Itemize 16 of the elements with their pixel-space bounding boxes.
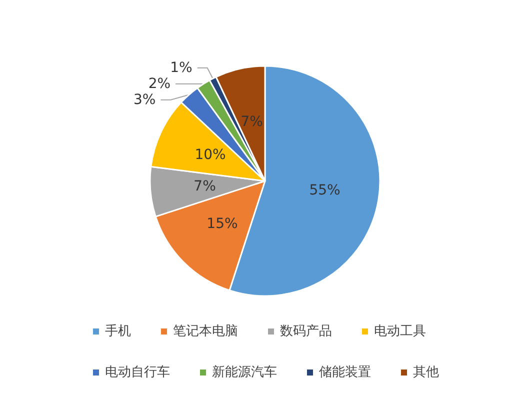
data-label: 1% <box>170 60 192 76</box>
data-label: 3% <box>134 92 156 108</box>
legend-label: 新能源汽车 <box>212 365 277 380</box>
legend-label: 电动工具 <box>374 324 426 339</box>
data-label: 55% <box>309 182 340 198</box>
legend-label: 数码产品 <box>280 324 332 339</box>
legend-label: 储能装置 <box>319 365 371 380</box>
data-label: 7% <box>240 114 263 130</box>
data-label: 7% <box>194 178 216 195</box>
data-label: 10% <box>194 147 226 164</box>
legend-label: 其他 <box>413 365 439 380</box>
legend-label: 笔记本电脑 <box>173 324 238 339</box>
legend-label: 电动自行车 <box>105 365 170 380</box>
data-label: 2% <box>148 76 171 92</box>
data-label: 15% <box>206 216 238 232</box>
legend-label: 手机 <box>105 324 131 339</box>
